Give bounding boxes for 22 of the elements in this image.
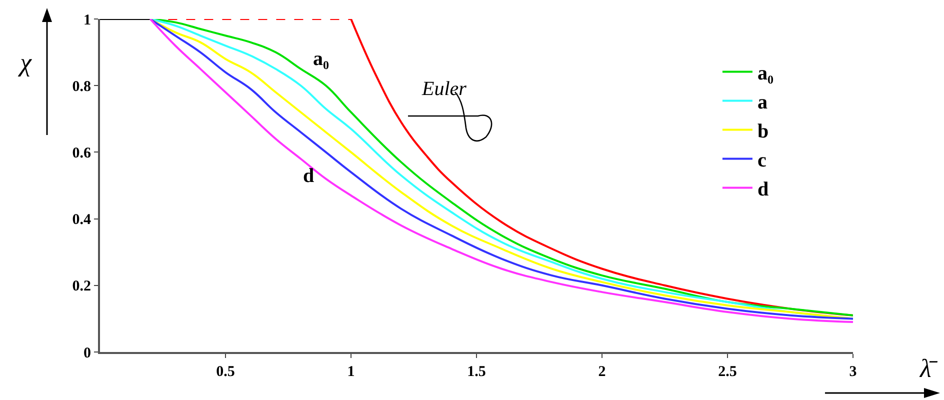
x-axis-title: λ̄ xyxy=(919,354,938,383)
y-tick-label: 0.6 xyxy=(72,145,92,162)
legend-label: c xyxy=(757,150,766,172)
y-axis-title: χ xyxy=(17,48,32,77)
x-tick-label: 1 xyxy=(347,364,355,380)
y-tick-label: 0.8 xyxy=(72,78,91,95)
x-tick-label: 2 xyxy=(598,364,606,380)
legend-label: d xyxy=(757,178,769,201)
legend-label: a xyxy=(757,92,768,114)
y-tick-label: 0 xyxy=(84,345,91,362)
x-tick-label: 1.5 xyxy=(467,364,486,380)
annotation: Euler xyxy=(421,78,467,100)
annotation: a₀ xyxy=(313,48,329,70)
legend-label: a₀ xyxy=(757,62,774,85)
x-tick-label: 2.5 xyxy=(718,364,737,380)
y-tick-label: 1 xyxy=(84,12,91,28)
y-tick-label: 0.2 xyxy=(72,278,91,295)
legend-label: b xyxy=(757,120,769,143)
annotation: d xyxy=(303,165,314,187)
x-tick-label: 0.5 xyxy=(216,364,235,380)
y-tick-label: 0.4 xyxy=(72,212,92,228)
x-tick-label: 3 xyxy=(849,364,857,380)
